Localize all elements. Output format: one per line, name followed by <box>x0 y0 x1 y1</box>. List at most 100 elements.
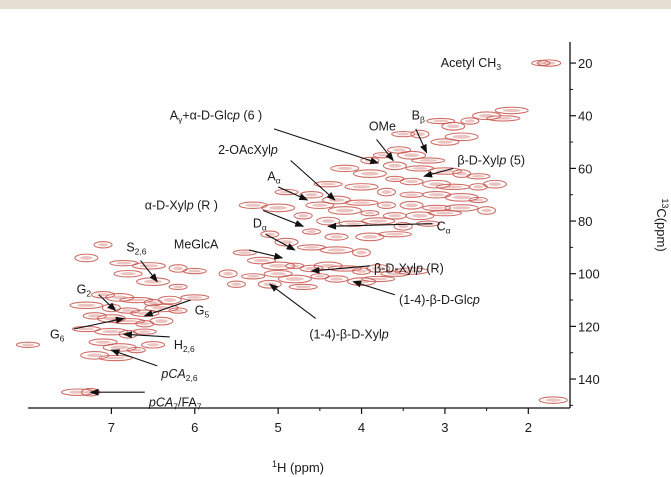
cross-peak-core <box>138 330 152 333</box>
cross-peak-core <box>285 277 304 281</box>
cross-peak-core <box>437 140 453 144</box>
cross-peak <box>319 246 354 254</box>
x-axis-title: 1H (ppm) <box>272 459 324 475</box>
cross-peak <box>351 248 372 257</box>
cross-peak-core <box>345 222 361 225</box>
cross-peak-core <box>330 235 343 239</box>
cross-peak <box>157 295 182 305</box>
annotation-arrow <box>73 316 125 330</box>
cross-peak-core <box>435 211 454 215</box>
cross-peak-core <box>312 203 328 207</box>
cross-peak-core <box>369 277 388 281</box>
cross-peak-core <box>102 330 121 334</box>
cross-peak-core <box>381 190 392 194</box>
cross-peak-core <box>320 182 336 186</box>
annotation-arrow <box>122 331 170 339</box>
cross-peak-core <box>173 285 184 289</box>
cross-peak <box>399 200 424 210</box>
annotation-label: S2,6 <box>126 240 146 256</box>
y-tick-label: 20 <box>578 56 592 71</box>
cross-peak-core <box>452 206 471 210</box>
cross-peak-core <box>88 314 102 318</box>
y-tick-label: 40 <box>578 109 592 124</box>
cross-peak <box>361 275 396 283</box>
cross-peak <box>126 346 146 354</box>
cross-peak-core <box>464 119 475 123</box>
cross-peak-core <box>330 277 343 281</box>
cross-peak-core <box>452 134 471 139</box>
cross-peak <box>466 173 491 180</box>
cross-peak-core <box>231 282 242 286</box>
cross-peak-core <box>98 243 108 247</box>
y-tick-label: 60 <box>578 161 592 176</box>
cross-peak-core <box>127 298 146 302</box>
annotation-arrow <box>310 265 370 274</box>
cross-peak <box>301 228 322 235</box>
cross-peak <box>277 274 312 284</box>
cross-peak-core <box>328 198 345 202</box>
annotation-arrow <box>352 280 396 296</box>
annotation-label: G2 <box>77 283 92 299</box>
annotation-arrow <box>262 210 305 227</box>
cross-peak-core <box>245 203 261 207</box>
cross-peak-core <box>289 264 300 268</box>
cross-peak-core <box>95 340 111 344</box>
annotation-label: Acetyl CH3 <box>441 56 502 72</box>
cross-peak <box>324 233 349 241</box>
annotation-arrow <box>273 128 380 164</box>
cross-peak <box>93 240 113 249</box>
cross-peak <box>168 283 188 291</box>
cross-peak-core <box>21 343 35 347</box>
cross-peak-core <box>360 171 379 176</box>
cross-peak-core <box>403 153 420 158</box>
cross-peak-core <box>542 61 556 65</box>
annotation-arrow <box>327 222 433 230</box>
cross-peak <box>352 169 387 179</box>
cross-peak-core <box>78 327 95 331</box>
cross-peak-core <box>112 295 128 300</box>
cross-peak <box>261 203 296 213</box>
x-tick-label: 2 <box>525 420 532 435</box>
cross-peak <box>330 164 360 173</box>
x-tick-label: 4 <box>358 420 365 435</box>
cross-peak-core <box>428 182 445 187</box>
annotation-label: 2-OAcXylp <box>218 143 278 157</box>
cross-peak-core <box>352 185 371 189</box>
annotation-label: (1-4)-β-D-Xylp <box>309 327 388 341</box>
cross-peak-core <box>392 148 406 152</box>
y-tick-label: 140 <box>578 372 600 387</box>
cross-peak-core <box>303 246 320 249</box>
annotation-label: β-D-Xylp (R) <box>374 261 444 275</box>
cross-peak-core <box>320 263 336 268</box>
cross-peak-core <box>298 214 309 218</box>
cross-peak <box>274 188 299 196</box>
cross-peak-core <box>388 163 402 168</box>
cross-peak <box>180 294 210 301</box>
cross-peak <box>132 328 157 335</box>
cross-peak-core <box>155 319 168 324</box>
cross-peak-core <box>398 224 409 229</box>
cross-peak <box>377 187 397 197</box>
cross-peak-core <box>362 234 378 239</box>
cross-peak-core <box>494 117 513 120</box>
cross-peak-core <box>131 348 142 352</box>
x-tick-label: 3 <box>441 420 448 435</box>
cross-peak <box>426 117 456 125</box>
cross-peak <box>394 267 429 275</box>
cross-peak <box>74 253 99 263</box>
annotation-arrow <box>140 260 158 283</box>
cross-peak-core <box>253 258 270 263</box>
cross-peak <box>168 307 188 314</box>
cross-peak <box>324 275 349 283</box>
cross-peak-core <box>270 272 286 276</box>
annotation-label: H2,6 <box>174 338 195 354</box>
cross-peak-core <box>419 159 438 162</box>
cross-peak <box>382 161 407 171</box>
cross-peak <box>444 132 479 142</box>
cross-peak <box>182 267 207 275</box>
cross-peak-core <box>188 269 202 273</box>
cross-peak <box>88 338 118 346</box>
cross-peak-core <box>488 182 502 187</box>
cross-peak-core <box>238 251 252 254</box>
